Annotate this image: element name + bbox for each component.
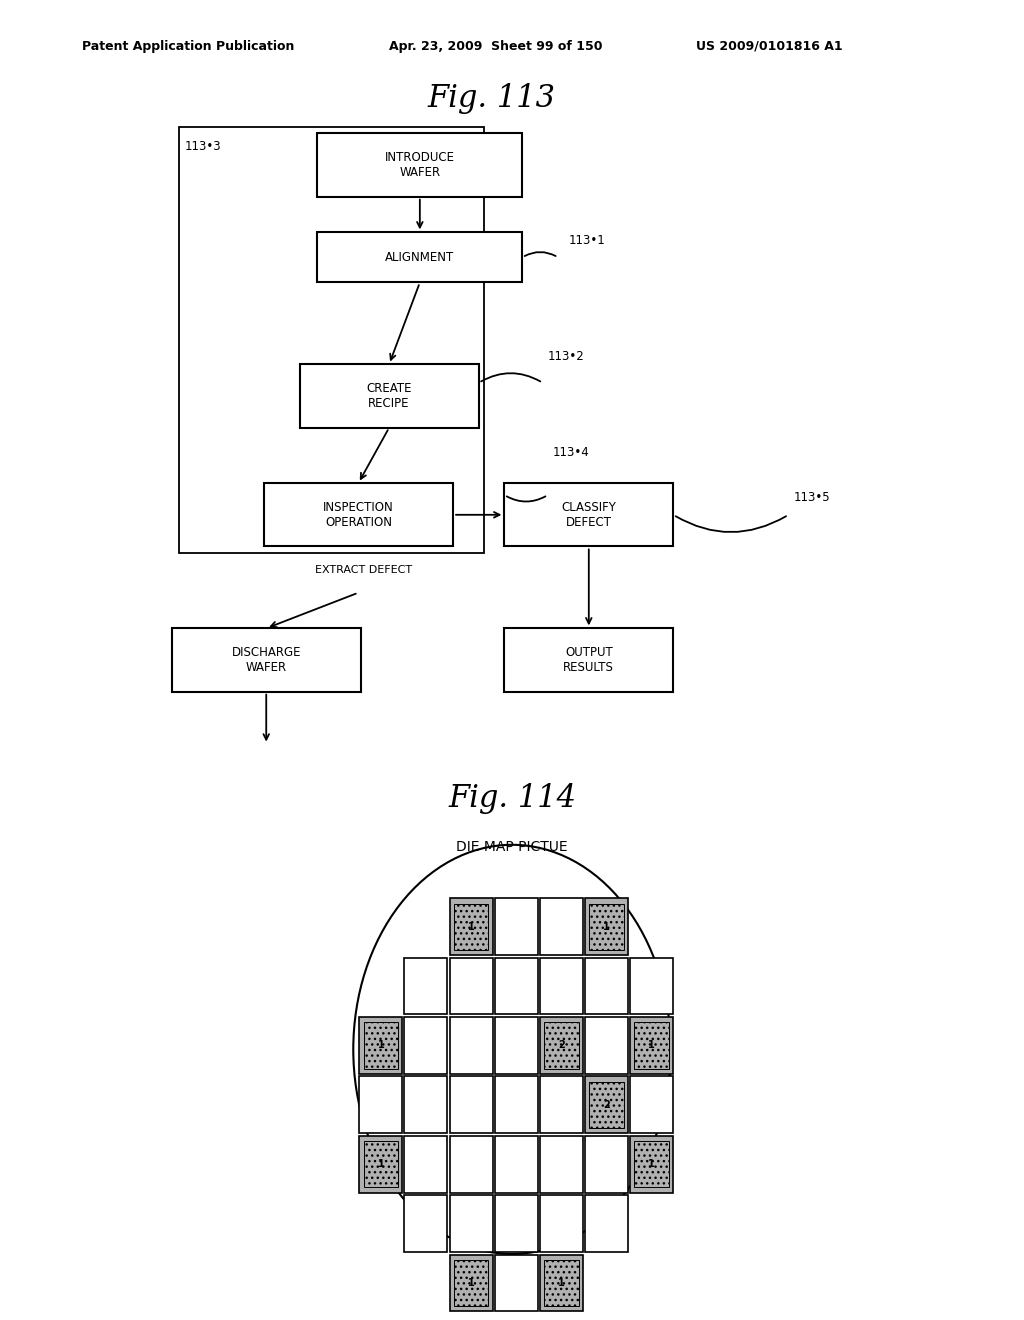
Text: US 2009/0101816 A1: US 2009/0101816 A1 [696,40,843,53]
Bar [450,1254,493,1312]
Bar [359,1135,402,1193]
Text: 2: 2 [558,1040,564,1051]
Text: Apr. 23, 2009  Sheet 99 of 150: Apr. 23, 2009 Sheet 99 of 150 [389,40,602,53]
Bar [450,958,493,1014]
Text: INSPECTION
OPERATION: INSPECTION OPERATION [323,500,394,529]
Bar [450,1077,493,1133]
Bar [317,232,522,282]
Bar [450,1135,493,1193]
Bar [540,1254,583,1312]
Bar [630,1135,673,1193]
Bar [359,1077,402,1133]
Bar [364,1022,398,1069]
Bar [540,899,583,956]
Bar [495,958,538,1014]
Bar [404,1077,447,1133]
Text: 2: 2 [603,1100,609,1110]
Bar [495,899,538,956]
Circle shape [353,845,671,1254]
Text: 1: 1 [558,1278,564,1288]
Bar [450,899,493,956]
Text: DIE MAP PICTUE: DIE MAP PICTUE [456,841,568,854]
Text: 113•3: 113•3 [184,140,221,153]
Text: 113•5: 113•5 [794,491,830,504]
Bar [540,1016,583,1074]
Bar [540,1077,583,1133]
Bar [404,1016,447,1074]
Bar [454,1259,488,1307]
Text: OUTPUT
RESULTS: OUTPUT RESULTS [563,645,614,675]
Bar [585,1077,628,1133]
Bar [585,958,628,1014]
Text: 1: 1 [468,921,474,932]
Text: CLASSIFY
DEFECT: CLASSIFY DEFECT [561,500,616,529]
Text: 1: 1 [603,921,609,932]
Bar [504,628,674,692]
Bar [404,1135,447,1193]
Bar [359,1016,402,1074]
Text: 113•2: 113•2 [548,350,585,363]
Bar [454,903,488,950]
Bar [589,903,624,950]
Bar [540,958,583,1014]
Text: 1: 1 [648,1040,654,1051]
Bar [450,1016,493,1074]
Bar [634,1140,669,1188]
Text: Fig. 114: Fig. 114 [449,783,575,814]
Text: 1: 1 [378,1159,384,1170]
Bar [495,1196,538,1251]
Bar [634,1022,669,1069]
Bar [540,1196,583,1251]
Bar [404,1196,447,1251]
Text: 1: 1 [468,1278,474,1288]
Bar [630,1077,673,1133]
Bar [544,1022,579,1069]
Bar [495,1254,538,1312]
Bar [504,483,674,546]
Text: ALIGNMENT: ALIGNMENT [385,251,455,264]
Bar [585,1196,628,1251]
Text: INTRODUCE
WAFER: INTRODUCE WAFER [385,150,455,180]
Bar [172,628,361,692]
Bar [495,1077,538,1133]
Bar [585,1135,628,1193]
Bar [263,483,453,546]
Text: EXTRACT DEFECT: EXTRACT DEFECT [315,565,412,576]
Bar [589,1081,624,1127]
Bar [630,1016,673,1074]
Text: 113•1: 113•1 [568,234,605,247]
Text: 113•4: 113•4 [553,446,590,459]
Bar [585,1016,628,1074]
Text: Patent Application Publication: Patent Application Publication [82,40,294,53]
Bar [540,1135,583,1193]
Text: 1: 1 [648,1159,654,1170]
Bar [544,1259,579,1307]
Bar [364,1140,398,1188]
Text: Fig. 113: Fig. 113 [428,83,555,115]
Bar [299,364,478,428]
Text: DISCHARGE
WAFER: DISCHARGE WAFER [231,645,301,675]
Bar [404,958,447,1014]
Bar [630,958,673,1014]
Bar [585,899,628,956]
Bar [495,1135,538,1193]
Text: 1: 1 [378,1040,384,1051]
Bar [450,1196,493,1251]
Text: CREATE
RECIPE: CREATE RECIPE [367,381,412,411]
Bar [317,133,522,197]
Bar [179,127,484,553]
Bar [495,1016,538,1074]
